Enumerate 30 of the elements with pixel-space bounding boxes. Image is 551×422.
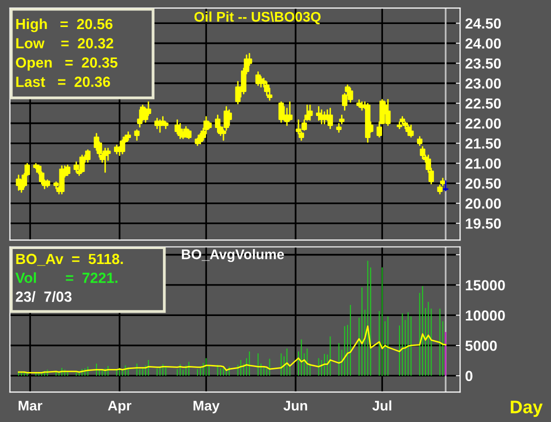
y-tick-label: 19.50 [466,218,501,229]
x-tick-label: Apr [108,400,132,414]
annotation: High = 20.56 [16,18,112,32]
y-tick-label: 21.50 [465,138,501,149]
y-tick-label: 24.00 [465,38,501,49]
y-tick-label: 10000 [466,310,505,321]
annotation: Low = 20.32 [16,38,114,48]
annotation: 23/ 7/03 [16,291,72,302]
y-tick-label: 22.00 [465,118,501,129]
y-tick-label: 23.50 [465,58,501,69]
y-tick-label: 24.50 [465,18,501,29]
y-tick-label: 0 [466,370,472,382]
annotation: Open = 20.35 [16,57,118,71]
annotation: Vol = 7221. [15,272,118,283]
x-tick-label: Mar [18,400,42,411]
y-tick-label: 22.50 [465,98,501,109]
chart-title: Oil Pit -- US\BO03Q [194,11,321,24]
annotation: BO_Av = 5118. [16,254,123,266]
y-tick-label: 20.50 [465,178,501,189]
text: Day [510,400,543,417]
x-tick-label: Jul [372,400,392,411]
y-tick-label: 15000 [466,280,505,290]
y-tick-label: 23.00 [465,78,501,89]
chart-title: BO_AvgVolume [182,249,284,262]
y-tick-label: 5000 [465,340,497,351]
x-tick-label: Jun [283,400,308,411]
y-tick-label: 21.00 [465,158,501,169]
annotation: Last = 20.36 [16,76,110,87]
x-tick-label: May [194,400,220,414]
y-tick-label: 20.00 [465,198,501,209]
